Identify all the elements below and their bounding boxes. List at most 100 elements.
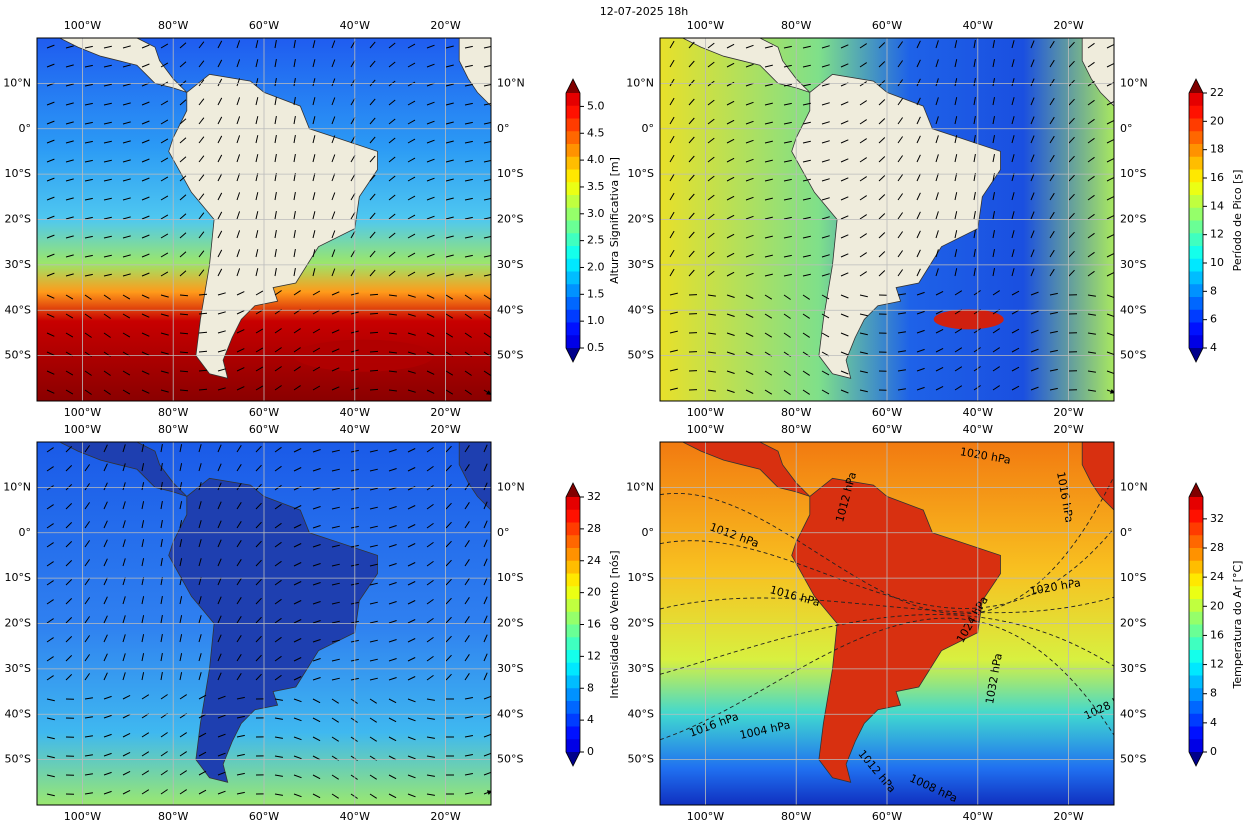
y-tick-label: 0° [19, 526, 32, 539]
x-tick-label: 60°W [249, 810, 279, 823]
y-tick-label: 0° [497, 526, 510, 539]
colorbar-tick-label: 0 [1210, 745, 1217, 758]
colorbar-segment [566, 586, 580, 600]
map-panel [37, 38, 491, 401]
colorbar-extend [1189, 348, 1203, 362]
x-tick-label: 40°W [963, 406, 993, 419]
colorbar-segment [566, 573, 580, 587]
y-tick-label: 10°N [3, 76, 31, 89]
land [1081, 38, 1114, 107]
x-tick-label: 60°W [249, 19, 279, 32]
x-tick-label: 20°W [1053, 810, 1083, 823]
colorbar-extend [1189, 483, 1203, 497]
colorbar-segment [566, 535, 580, 549]
period-core [933, 309, 1004, 330]
x-tick-label: 60°W [872, 19, 902, 32]
colorbar-segment [566, 548, 580, 562]
x-tick-label: 20°W [430, 406, 460, 419]
colorbar-tick-label: 16 [1210, 171, 1224, 184]
colorbar-segment [566, 662, 580, 676]
x-tick-label: 60°W [872, 810, 902, 823]
y-tick-label: 10°N [1120, 480, 1148, 493]
x-tick-label: 20°W [1053, 406, 1083, 419]
x-tick-label: 80°W [158, 406, 188, 419]
colorbar-segment [1189, 322, 1203, 336]
y-tick-label: 10°S [5, 167, 31, 180]
x-tick-label: 20°W [430, 810, 460, 823]
colorbar-tick-label: 20 [1210, 599, 1224, 612]
colorbar-tick-label: 0 [587, 745, 594, 758]
land [168, 73, 378, 379]
x-tick-label: 80°W [781, 423, 811, 436]
x-tick-label: 80°W [158, 810, 188, 823]
colorbar-segment [1189, 688, 1203, 702]
isobar [660, 596, 1114, 614]
colorbar-tick-label: 10 [1210, 256, 1224, 269]
colorbar-segment [566, 144, 580, 158]
colorbar-segment [1189, 182, 1203, 196]
colorbar-tick-label: 3.0 [587, 207, 605, 220]
x-tick-label: 20°W [430, 19, 460, 32]
colorbar-segment [566, 688, 580, 702]
y-tick-label: 30°S [628, 258, 654, 271]
colorbar-segment [566, 297, 580, 311]
y-tick-label: 10°N [3, 480, 31, 493]
y-tick-label: 50°S [497, 349, 523, 362]
colorbar-tick-label: 8 [587, 681, 594, 694]
colorbar-extend [1189, 752, 1203, 766]
x-tick-label: 20°W [1053, 19, 1083, 32]
colorbar-segment [566, 739, 580, 753]
x-tick-label: 40°W [340, 423, 370, 436]
colorbar-extend [566, 348, 580, 362]
colorbar-segment [566, 713, 580, 727]
colorbar-tick-label: 22 [1210, 86, 1224, 99]
colorbar-segment [566, 624, 580, 638]
land [791, 73, 1001, 379]
y-tick-label: 10°N [497, 480, 525, 493]
y-tick-label: 40°S [497, 303, 523, 316]
y-tick-label: 10°N [626, 76, 654, 89]
x-tick-label: 40°W [963, 423, 993, 436]
land [168, 477, 378, 783]
colorbar-segment [566, 131, 580, 145]
x-tick-label: 100°W [64, 406, 101, 419]
y-tick-label: 10°S [1120, 167, 1146, 180]
colorbar-segment [1189, 726, 1203, 740]
y-tick-label: 50°S [628, 753, 654, 766]
y-tick-label: 10°S [1120, 571, 1146, 584]
x-tick-label: 100°W [64, 19, 101, 32]
colorbar-tick-label: 4 [587, 713, 594, 726]
colorbar-tick-label: 20 [1210, 114, 1224, 127]
colorbar-tick-label: 24 [1210, 570, 1224, 583]
y-tick-label: 40°S [5, 707, 31, 720]
colorbar-segment [1189, 284, 1203, 298]
colorbar-tick-label: 1.0 [587, 314, 605, 327]
y-tick-label: 50°S [1120, 349, 1146, 362]
colorbar-tick-label: 12 [1210, 658, 1224, 671]
land [458, 442, 491, 511]
figure-title: 12-07-2025 18h [600, 5, 688, 18]
y-tick-label: 40°S [1120, 707, 1146, 720]
colorbar-segment [1189, 118, 1203, 132]
land [458, 38, 491, 107]
y-tick-label: 40°S [5, 303, 31, 316]
colorbar-tick-label: 16 [587, 618, 601, 631]
isobar [660, 476, 1114, 615]
colorbar-segment [1189, 233, 1203, 247]
colorbar-segment [1189, 220, 1203, 234]
colorbar-segment [1189, 131, 1203, 145]
colorbar-segment [566, 650, 580, 664]
y-tick-label: 20°S [1120, 617, 1146, 630]
colorbar-segment [1189, 650, 1203, 664]
y-tick-label: 10°S [5, 571, 31, 584]
colorbar-segment [1189, 662, 1203, 676]
colorbar-tick-label: 4 [1210, 716, 1217, 729]
colorbar-segment [1189, 713, 1203, 727]
colorbar-segment [566, 309, 580, 323]
x-tick-label: 100°W [687, 810, 724, 823]
colorbar-segment [566, 258, 580, 272]
colorbar-tick-label: 8 [1210, 687, 1217, 700]
colorbar-tick-label: 20 [587, 586, 601, 599]
colorbar-tick-label: 6 [1210, 313, 1217, 326]
colorbar-segment [1189, 535, 1203, 549]
